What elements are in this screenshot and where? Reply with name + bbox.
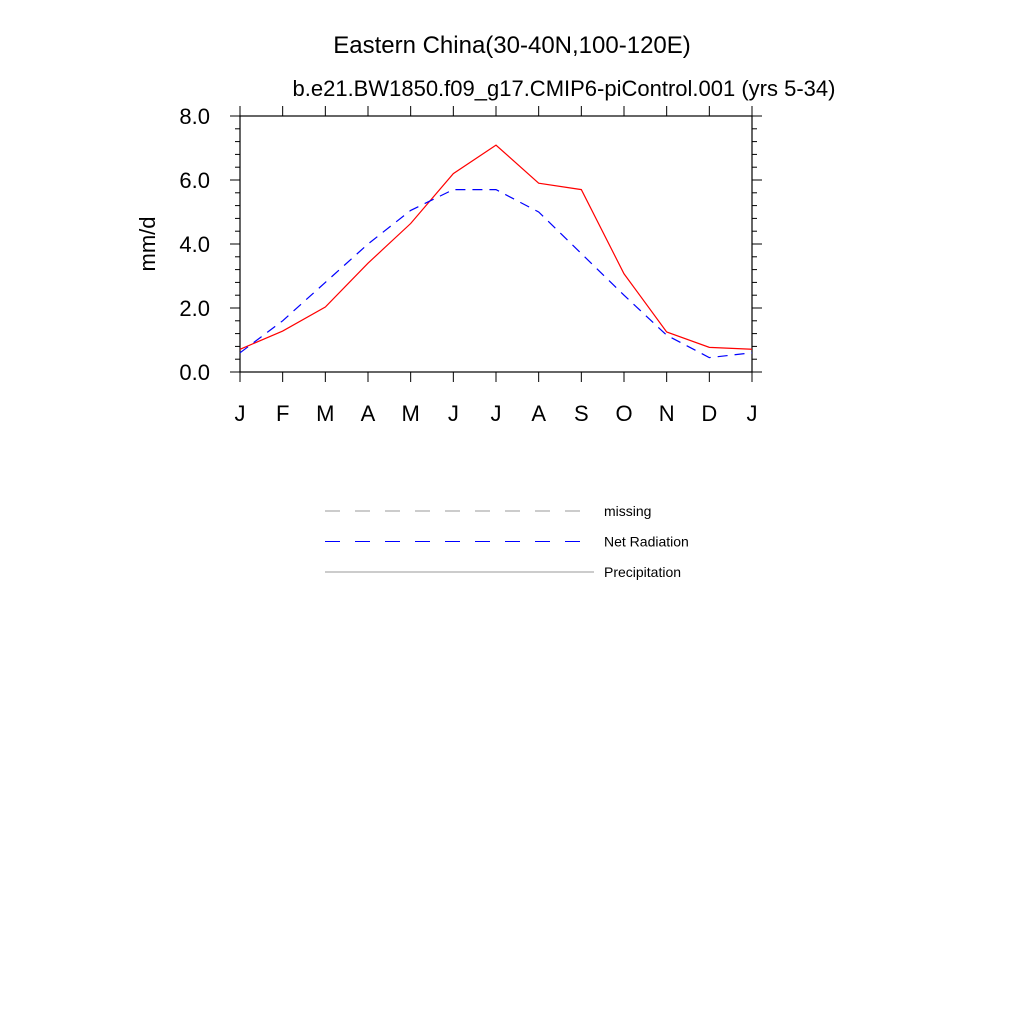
y-tick-label: 8.0	[179, 104, 210, 129]
legend-label: Precipitation	[604, 564, 681, 580]
x-tick-label: A	[361, 401, 376, 426]
x-tick-label: S	[574, 401, 589, 426]
y-tick-label: 0.0	[179, 360, 210, 385]
x-tick-label: O	[615, 401, 632, 426]
y-axis-label: mm/d	[135, 217, 160, 272]
chart-title: Eastern China(30-40N,100-120E)	[333, 32, 691, 59]
x-tick-label: F	[276, 401, 289, 426]
x-tick-label: N	[659, 401, 675, 426]
series-line-net-radiation	[239, 189, 753, 359]
legend-label: missing	[604, 503, 651, 519]
x-tick-label: J	[491, 401, 502, 426]
y-tick-label: 6.0	[179, 168, 210, 193]
x-tick-label: M	[402, 401, 420, 426]
x-tick-label: J	[235, 401, 246, 426]
x-tick-label: A	[531, 401, 546, 426]
legend-label: Net Radiation	[604, 534, 689, 550]
x-tick-label: J	[747, 401, 758, 426]
series-line-precipitation	[239, 144, 753, 350]
y-tick-label: 2.0	[179, 296, 210, 321]
plot-frame	[239, 115, 753, 373]
x-tick-label: J	[448, 401, 459, 426]
chart-subtitle: b.e21.BW1850.f09_g17.CMIP6-piControl.001…	[293, 76, 836, 101]
y-tick-label: 4.0	[179, 232, 210, 257]
x-tick-label: D	[701, 401, 717, 426]
x-tick-label: M	[316, 401, 334, 426]
